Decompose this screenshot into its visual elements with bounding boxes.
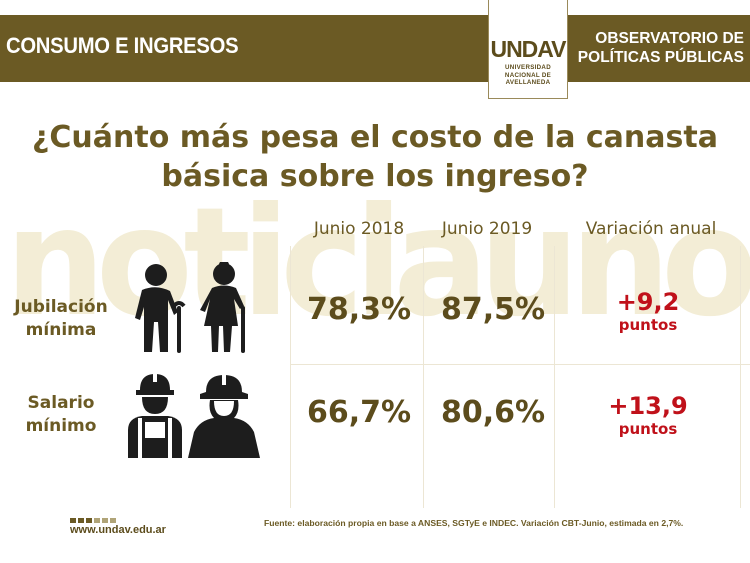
value-2018: 78,3% — [306, 292, 412, 327]
variation-jubilacion: +9,2 puntos — [578, 288, 718, 334]
website-url: www.undav.edu.ar — [70, 524, 166, 536]
observatory-line-1: OBSERVATORIO DE — [595, 30, 744, 47]
variation-unit: puntos — [618, 420, 678, 438]
row-label-jubilacion: Jubilación mínima — [2, 296, 120, 342]
table-divider — [290, 246, 291, 508]
column-header-variation: Variación anual — [585, 219, 717, 239]
row-label-line-1: Jubilación — [14, 297, 108, 317]
source-note: Fuente: elaboración propia en base a ANS… — [264, 518, 684, 528]
value-2019: 80,6% — [440, 395, 546, 430]
logo-word: UNDAV — [490, 36, 566, 62]
elderly-couple-icon — [135, 262, 245, 353]
watermark: noticiauno — [5, 176, 750, 350]
table-divider — [740, 246, 741, 508]
page-title: ¿Cuánto más pesa el costo de la canasta … — [0, 118, 750, 196]
row-label-line-1: Salario — [27, 393, 95, 413]
table-divider — [423, 246, 424, 508]
logo-line-2: NACIONAL DE — [504, 71, 552, 79]
observatory-title: OBSERVATORIO DE POLÍTICAS PÚBLICAS — [578, 29, 744, 67]
section-title: CONSUMO E INGRESOS — [6, 33, 239, 58]
title-line-1: ¿Cuánto más pesa el costo de la canasta — [32, 120, 718, 155]
workers-icon — [128, 372, 260, 458]
header-bar — [0, 15, 750, 82]
table-row-divider — [290, 364, 750, 365]
footer-dots — [70, 518, 116, 523]
value-2019: 87,5% — [440, 292, 546, 327]
logo-line-1: UNIVERSIDAD — [505, 64, 551, 71]
undav-logo: UNDAV UNIVERSIDAD NACIONAL DE AVELLANEDA — [488, 0, 568, 99]
observatory-line-2: POLÍTICAS PÚBLICAS — [577, 49, 744, 66]
column-header-2018: Junio 2018 — [313, 219, 405, 239]
logo-line-3: AVELLANEDA — [505, 79, 551, 87]
title-line-2: básica sobre los ingreso? — [161, 159, 589, 194]
logo-subtitle: UNIVERSIDAD NACIONAL DE AVELLANEDA — [489, 64, 567, 87]
row-label-salario: Salario mínimo — [2, 392, 120, 438]
variation-value: +13,9 — [608, 392, 688, 420]
row-label-line-2: mínimo — [25, 416, 97, 436]
column-header-2019: Junio 2019 — [441, 219, 533, 239]
variation-unit: puntos — [618, 316, 678, 334]
variation-salario: +13,9 puntos — [578, 392, 718, 438]
value-2018: 66,7% — [306, 395, 412, 430]
table-divider — [554, 246, 555, 508]
variation-value: +9,2 — [616, 288, 680, 316]
row-label-line-2: mínima — [25, 320, 97, 340]
